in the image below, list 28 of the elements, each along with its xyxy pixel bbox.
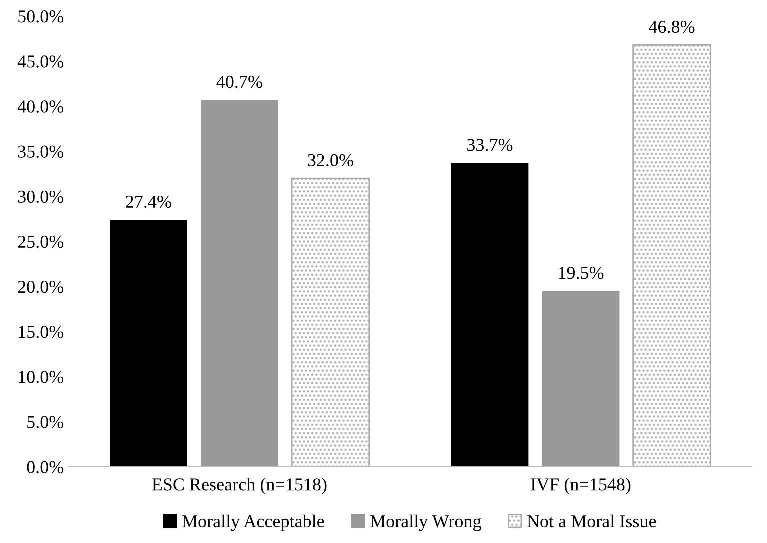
data-label: 33.7% [468, 139, 513, 152]
y-tick-label: 15.0% [19, 326, 64, 338]
data-label: 40.7% [216, 76, 262, 88]
y-tick-label: 30.0% [18, 190, 64, 204]
data-label: 46.8% [649, 20, 695, 34]
y-tick-label: 45.0% [18, 56, 64, 68]
y-tick-label: 20.0% [18, 280, 64, 294]
bar [451, 163, 529, 467]
data-label: 19.5% [559, 267, 604, 280]
x-tick-label: ESC Research (n=1518) [152, 478, 327, 494]
y-tick-label: 40.0% [18, 100, 64, 113]
bar [291, 178, 370, 467]
bar [201, 100, 278, 467]
legend-label: Not a Moral Issue [527, 514, 656, 528]
bar [110, 220, 188, 467]
x-tick-label: IVF (n=1548) [531, 478, 631, 494]
y-tick-label: 35.0% [18, 146, 64, 158]
y-tick-label: 5.0% [28, 416, 64, 428]
y-tick-label: 0.0% [27, 461, 64, 474]
y-tick-label: 25.0% [18, 236, 64, 248]
y-tick-label: 10.0% [19, 371, 64, 384]
data-label: 32.0% [308, 154, 354, 167]
legend-label: Morally Acceptable [182, 514, 324, 532]
y-tick-label: 50.0% [18, 10, 64, 23]
bar [542, 291, 620, 467]
legend-label: Morally Wrong [370, 514, 482, 532]
data-label: 27.4% [126, 196, 172, 208]
bar [632, 44, 712, 467]
